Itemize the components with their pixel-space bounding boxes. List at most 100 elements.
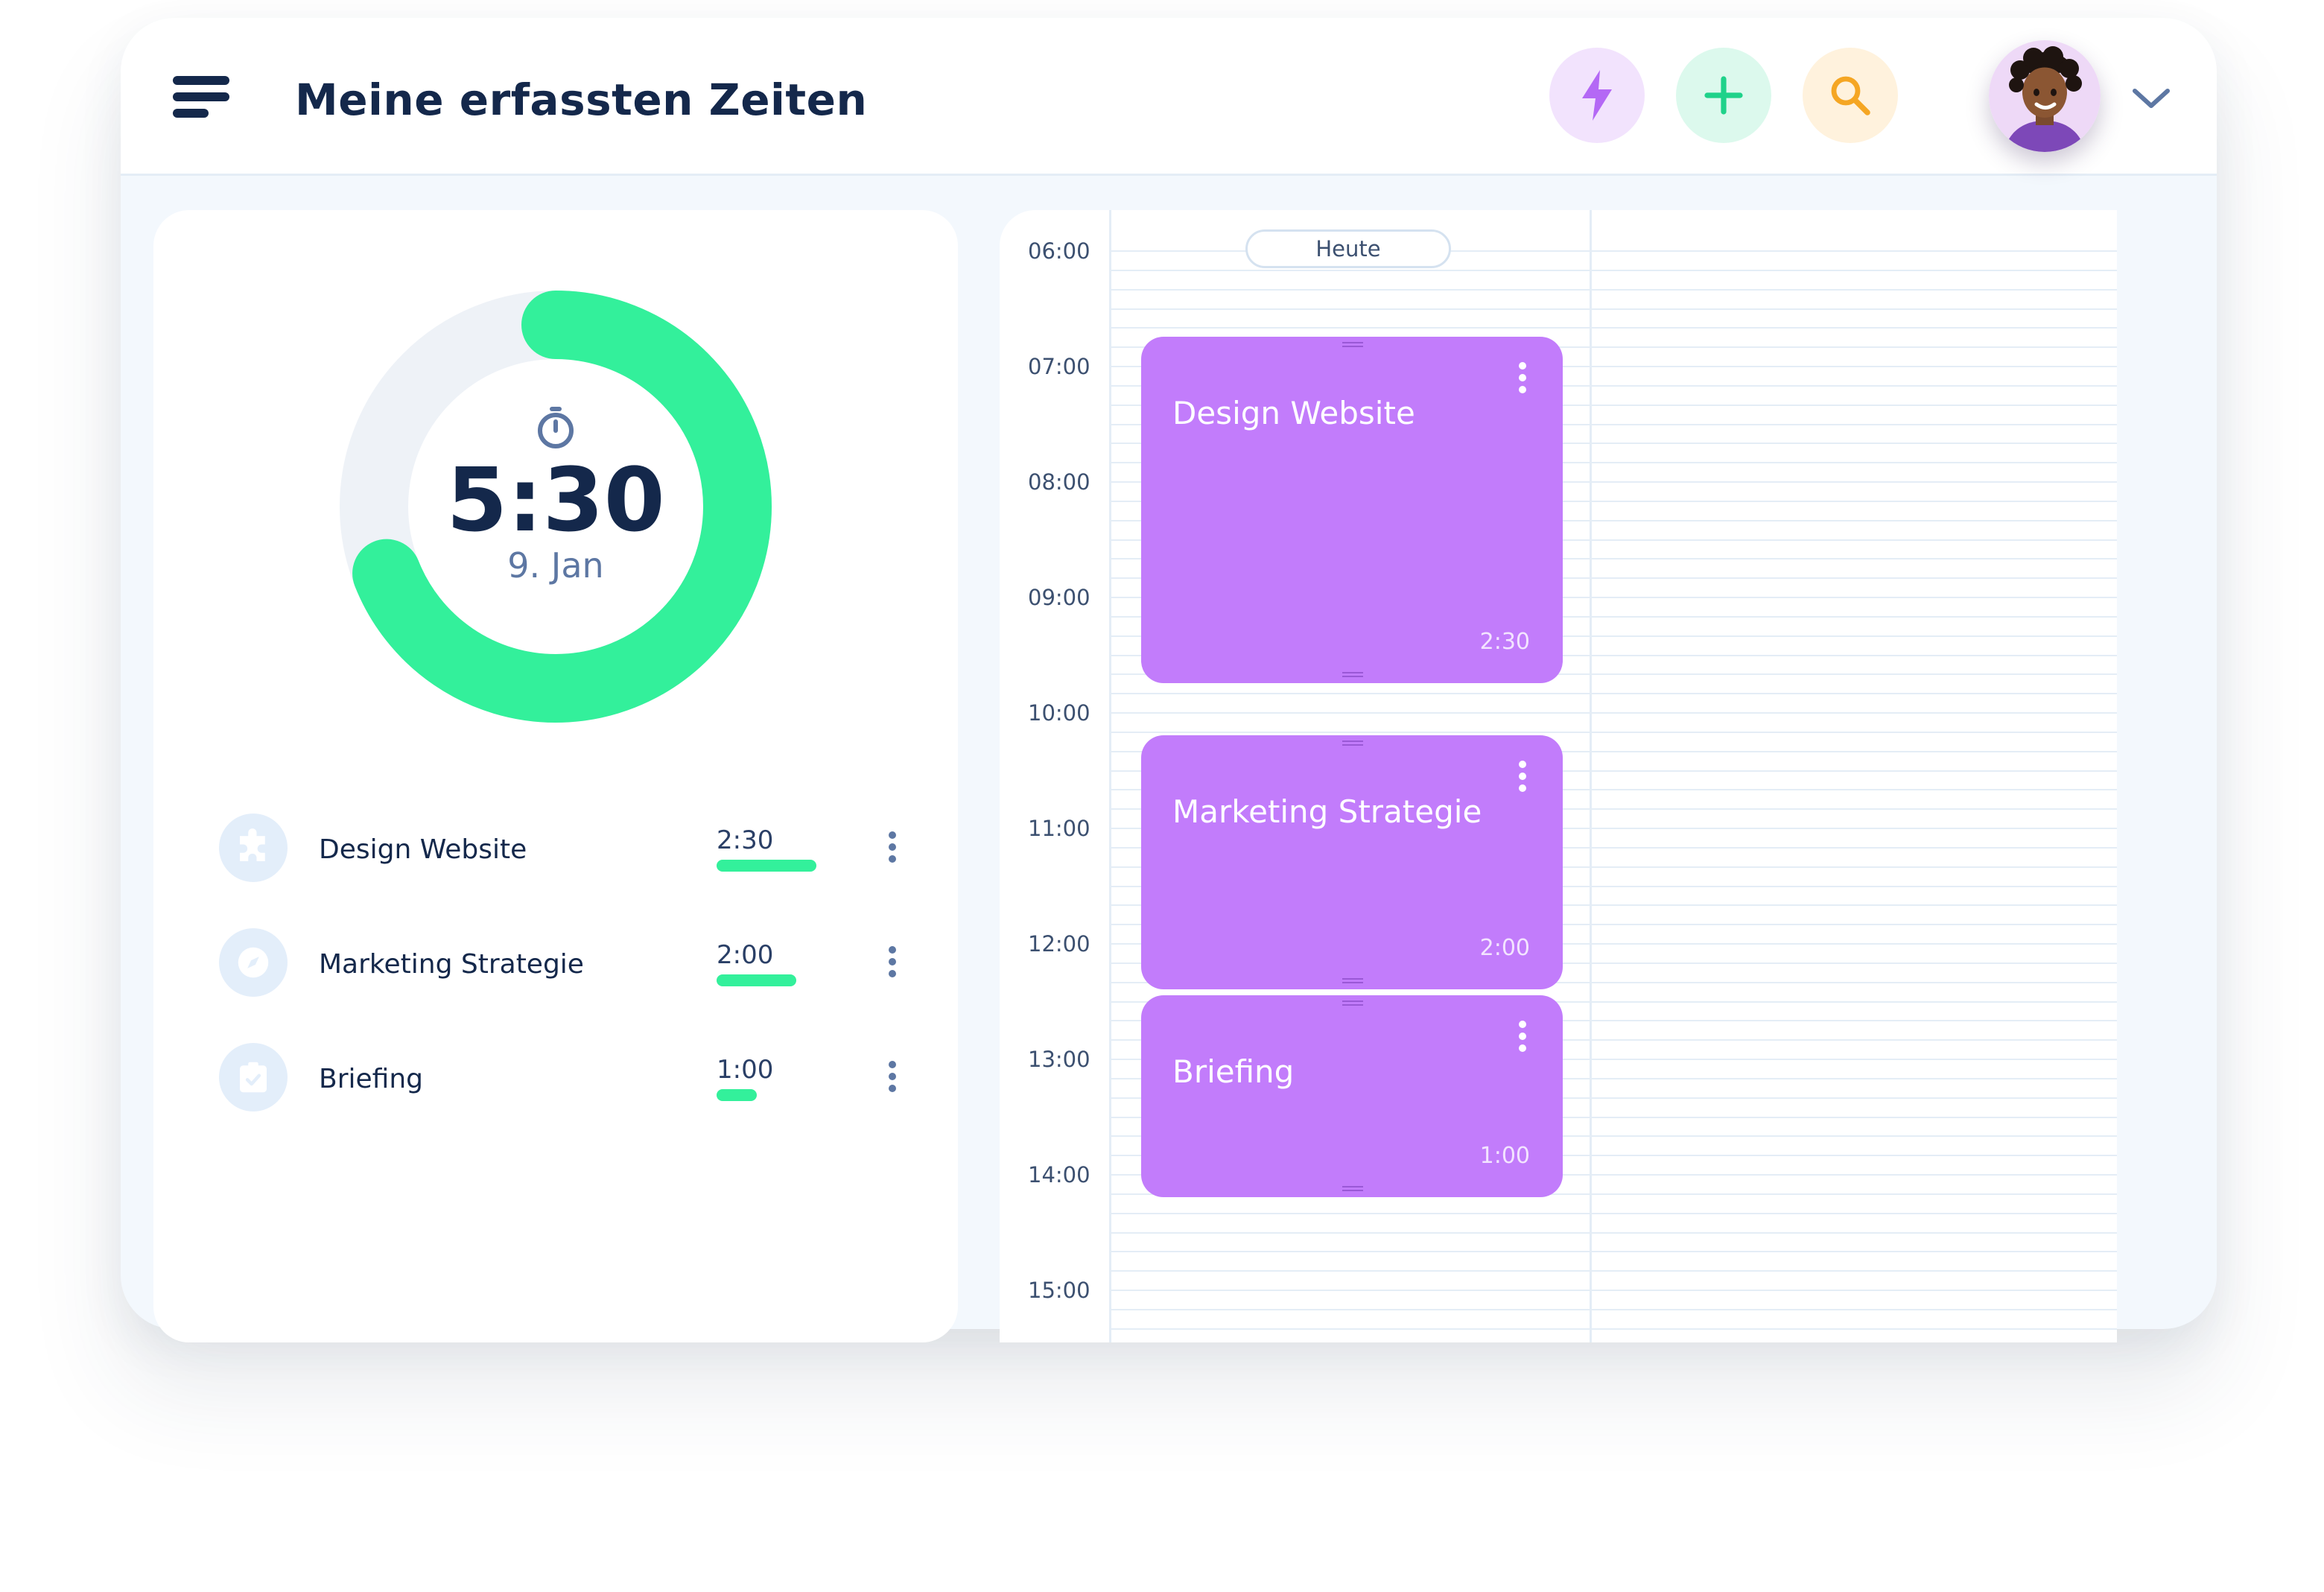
grid-line — [1111, 269, 2117, 271]
hour-label: 13:00 — [1028, 1047, 1090, 1072]
event-title: Marketing Strategie — [1172, 793, 1482, 830]
grid-line — [1111, 462, 2117, 464]
daily-summary-card: 5:30 9. Jan Design Website 2:30 Marketin… — [153, 210, 958, 1342]
grid-line — [1111, 654, 2117, 656]
progress-arc — [340, 291, 772, 723]
grid-line — [1111, 808, 2117, 811]
grid-line — [1111, 597, 2117, 598]
resize-handle-top[interactable] — [1342, 341, 1363, 349]
task-progress-bar — [717, 974, 796, 986]
grid-line — [1111, 384, 2117, 387]
grid-line — [1111, 789, 2117, 791]
task-time: 2:00 — [717, 940, 774, 970]
grid-line — [1111, 1020, 2117, 1022]
grid-line — [1111, 1328, 2117, 1330]
event-duration: 1:00 — [1479, 1143, 1530, 1169]
grid-line — [1111, 615, 2117, 618]
grid-line — [1111, 1077, 2117, 1079]
search-icon — [1831, 76, 1870, 115]
grid-line — [1111, 924, 2117, 926]
calendar-event[interactable]: Design Website 2:30 — [1141, 337, 1563, 684]
task-label: Marketing Strategie — [319, 949, 584, 980]
grid-line — [1111, 1059, 2117, 1060]
summary-date: 9. Jan — [507, 545, 604, 586]
grid-line — [1111, 846, 2117, 849]
grid-line — [1111, 1155, 2117, 1157]
hour-label: 08:00 — [1028, 469, 1090, 495]
task-row[interactable]: Design Website 2:30 — [219, 814, 904, 888]
resize-handle-bottom[interactable] — [1342, 977, 1363, 985]
puzzle-icon — [219, 814, 288, 882]
event-title: Briefing — [1172, 1053, 1295, 1090]
more-options-icon[interactable] — [1515, 356, 1530, 401]
more-options-icon[interactable] — [1515, 755, 1530, 799]
chevron-down-icon[interactable] — [2130, 85, 2172, 112]
grid-line — [1111, 693, 2117, 695]
hamburger-menu-icon[interactable] — [173, 76, 229, 118]
progress-donut — [340, 291, 772, 723]
grid-line — [1111, 308, 2117, 310]
grid-line — [1111, 673, 2117, 676]
hour-label: 10:00 — [1028, 700, 1090, 726]
grid-line — [1111, 750, 2117, 752]
grid-line — [1111, 250, 2117, 252]
quick-action-button[interactable] — [1549, 48, 1645, 143]
app-header: Meine erfassten Zeiten — [121, 18, 2217, 176]
donut-center: 5:30 9. Jan — [340, 291, 772, 723]
time-gutter: 06:00 07:00 08:00 09:00 10:00 11:00 12:00 13:00… — [1000, 210, 1111, 1342]
grid-line — [1111, 1212, 2117, 1214]
hour-label: 15:00 — [1028, 1278, 1090, 1303]
task-time: 1:00 — [717, 1055, 774, 1085]
more-options-icon[interactable] — [883, 824, 901, 869]
total-time: 5:30 — [446, 448, 665, 552]
grid-line — [1111, 1290, 2117, 1291]
grid-line — [1111, 981, 2117, 983]
grid-line — [1111, 712, 2117, 714]
more-options-icon[interactable] — [883, 939, 901, 983]
compass-icon — [219, 928, 288, 997]
calendar-event[interactable]: Briefing 1:00 — [1141, 995, 1563, 1197]
user-avatar[interactable] — [1989, 40, 2101, 152]
search-button[interactable] — [1803, 48, 1898, 143]
resize-handle-bottom[interactable] — [1342, 1185, 1363, 1193]
event-duration: 2:00 — [1479, 935, 1530, 961]
task-label: Briefing — [319, 1064, 423, 1094]
resize-handle-top[interactable] — [1342, 1000, 1363, 1007]
resize-handle-top[interactable] — [1342, 740, 1363, 747]
task-progress-bar — [717, 860, 816, 872]
grid-line — [1111, 500, 2117, 502]
today-button[interactable]: Heute — [1245, 229, 1451, 268]
grid-line — [1111, 1308, 2117, 1310]
more-options-icon[interactable] — [883, 1053, 901, 1098]
task-row[interactable]: Briefing 1:00 — [219, 1043, 904, 1117]
grid-line — [1111, 346, 2117, 349]
more-options-icon[interactable] — [1515, 1015, 1530, 1059]
clipboard-check-icon — [219, 1043, 288, 1111]
grid-line — [1111, 423, 2117, 425]
grid-line — [1111, 1193, 2117, 1195]
grid-line — [1111, 866, 2117, 868]
stopwatch-icon — [538, 407, 574, 449]
calendar-event[interactable]: Marketing Strategie 2:00 — [1141, 735, 1563, 989]
grid-line — [1111, 904, 2117, 907]
task-row[interactable]: Marketing Strategie 2:00 — [219, 928, 904, 1003]
grid-line — [1111, 288, 2117, 291]
lightning-icon — [1582, 70, 1612, 121]
grid-line — [1111, 635, 2117, 637]
event-duration: 2:30 — [1479, 629, 1530, 656]
plus-icon — [1704, 76, 1743, 115]
hour-label: 07:00 — [1028, 354, 1090, 379]
grid-line — [1111, 404, 2117, 406]
task-label: Design Website — [319, 834, 527, 865]
grid-line — [1111, 481, 2117, 483]
grid-line — [1111, 885, 2117, 887]
grid-line — [1111, 1097, 2117, 1099]
grid-line — [1111, 1135, 2117, 1138]
add-button[interactable] — [1676, 48, 1771, 143]
grid-line — [1111, 1251, 2117, 1253]
grid-line — [1111, 1000, 2117, 1003]
task-progress-bar — [717, 1089, 757, 1101]
resize-handle-bottom[interactable] — [1342, 671, 1363, 679]
grid-line — [1111, 943, 2117, 945]
grid-line — [1111, 1231, 2117, 1234]
